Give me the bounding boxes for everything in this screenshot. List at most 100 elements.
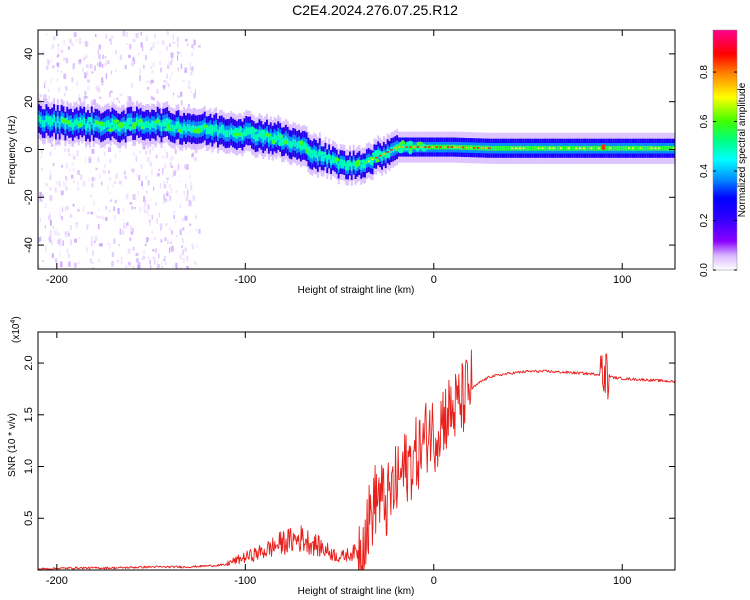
- spectrogram-noise-cell: [136, 173, 138, 177]
- spectrogram-noise-cell: [93, 200, 95, 206]
- snr-y-tick-label: 1.0: [23, 459, 35, 474]
- spectrogram-noise-cell: [51, 65, 55, 68]
- spectrogram-band-core: [215, 124, 218, 132]
- spectrogram-noise-cell: [101, 98, 103, 102]
- spectrogram-noise-cell: [90, 236, 94, 241]
- spectrogram-noise-cell: [132, 169, 134, 175]
- spectrogram-noise-cell: [114, 181, 117, 184]
- spectrogram-noise-cell: [105, 205, 107, 210]
- spectrogram-noise-cell: [147, 144, 149, 149]
- spectrogram-noise-cell: [180, 91, 183, 97]
- spectrogram-noise-cell: [159, 183, 161, 189]
- spectrogram-noise-cell: [145, 36, 148, 42]
- spectrogram-noise-cell: [91, 182, 94, 188]
- spectrogram-noise-cell: [70, 239, 72, 246]
- spectrogram-noise-cell: [50, 58, 52, 64]
- spectrogram-noise-cell: [179, 180, 182, 183]
- spectrogram-band-core: [39, 116, 42, 124]
- spectrogram-noise-cell: [172, 34, 175, 40]
- spectrogram-noise-cell: [132, 57, 134, 64]
- spectrogram-x-tick-label: -200: [46, 274, 68, 286]
- spectrogram-noise-cell: [150, 264, 152, 269]
- spectrogram-noise-cell: [114, 215, 116, 219]
- spectrogram-noise-cell: [104, 216, 108, 221]
- spectrogram-noise-cell: [138, 175, 141, 181]
- spectrogram-band-core: [365, 158, 368, 165]
- spectrogram-noise-cell: [148, 214, 151, 217]
- spectrogram-peak-spot: [384, 153, 391, 158]
- spectrogram-noise-cell: [172, 41, 176, 44]
- spectrogram-y-tick-label: 40: [23, 48, 35, 60]
- spectrogram-peak-spot: [360, 159, 366, 163]
- spectrogram-band-core: [503, 145, 506, 151]
- spectrogram-noise-cell: [169, 75, 171, 81]
- spectrogram-hot-cell: [597, 147, 600, 150]
- spectrogram-noise-cell: [147, 87, 151, 90]
- spectrogram-noise-cell: [64, 231, 67, 235]
- spectrogram-noise-cell: [177, 144, 179, 148]
- spectrogram-band-core: [228, 129, 231, 137]
- spectrogram-noise-cell: [130, 225, 132, 229]
- spectrogram-noise-cell: [184, 164, 186, 169]
- spectrogram-band-core: [284, 135, 287, 143]
- spectrogram-noise-cell: [61, 165, 64, 168]
- spectrogram-hot-cell: [631, 147, 634, 150]
- spectrogram-noise-cell: [63, 181, 66, 187]
- spectrogram-hot-cell: [462, 146, 465, 149]
- spectrogram-peak-spot: [192, 129, 196, 134]
- spectrogram-noise-cell: [118, 105, 121, 109]
- spectrogram-noise-cell: [51, 143, 53, 147]
- spectrogram-hot-cell: [420, 146, 423, 148]
- spectrogram-noise-cell: [94, 240, 96, 244]
- spectrogram-noise-cell: [120, 230, 123, 235]
- spectrogram-noise-cell: [109, 191, 111, 195]
- spectrogram-peak-spot: [203, 124, 209, 128]
- spectrogram-band-core: [350, 165, 353, 171]
- spectrogram-noise-cell: [104, 63, 107, 67]
- spectrogram-noise-cell: [190, 181, 192, 186]
- snr-x-ticks: -200 -100 0 100: [46, 332, 631, 587]
- spectrogram-noise-cell: [113, 238, 116, 244]
- spectrogram-noise-cell: [171, 165, 173, 169]
- spectrogram-band-core: [345, 164, 348, 171]
- spectrogram-noise-cell: [152, 97, 155, 101]
- spectrogram-band-core: [659, 145, 662, 151]
- spectrogram-band-core: [217, 129, 219, 137]
- spectrogram-band-core: [222, 128, 225, 136]
- spectrogram-noise-cell: [45, 183, 48, 187]
- spectrogram-noise-cell: [132, 39, 136, 43]
- spectrogram-noise-cell: [47, 60, 50, 65]
- spectrogram-y-tick-label: -20: [23, 189, 35, 205]
- spectrogram-noise-cell: [59, 238, 62, 244]
- snr-y-ticks: 0.5 1.0 1.5 2.0: [23, 355, 675, 526]
- spectrogram-noise-cell: [83, 95, 87, 100]
- spectrogram-peak-spot: [398, 142, 402, 148]
- spectrogram-noise-cell: [163, 258, 166, 262]
- spectrogram-noise-cell: [172, 264, 175, 267]
- spectrogram-noise-cell: [113, 98, 115, 101]
- spectrogram-noise-cell: [46, 65, 49, 70]
- spectrogram-noise-cell: [43, 82, 46, 87]
- spectrogram-peak-spot: [264, 133, 272, 137]
- spectrogram-image: [38, 30, 675, 269]
- spectrogram-noise-cell: [102, 170, 106, 174]
- spectrogram-noise-cell: [44, 246, 47, 252]
- spectrogram-band-core: [337, 163, 340, 170]
- spectrogram-noise-cell: [65, 86, 68, 91]
- spectrogram-band-core: [64, 122, 67, 130]
- spectrogram-band-core: [298, 140, 301, 148]
- spectrogram-hot-cell: [627, 147, 631, 150]
- spectrogram-noise-cell: [49, 230, 52, 237]
- spectrogram-noise-cell: [151, 231, 153, 234]
- figure-title: C2E4.2024.276.07.25.R12: [292, 2, 458, 18]
- spectrogram-noise-cell: [57, 43, 60, 47]
- spectrogram-noise-cell: [95, 167, 99, 171]
- spectrogram-peak-spot: [370, 159, 374, 166]
- spectrogram-noise-cell: [160, 67, 162, 73]
- spectrogram-peak-spot: [259, 132, 265, 138]
- spectrogram-band-core: [160, 124, 163, 132]
- colorbar-tick-label: 0.2: [699, 213, 710, 227]
- spectrogram-noise-cell: [109, 38, 112, 42]
- spectrogram-band-core: [494, 145, 497, 151]
- spectrogram-band-core: [251, 130, 253, 138]
